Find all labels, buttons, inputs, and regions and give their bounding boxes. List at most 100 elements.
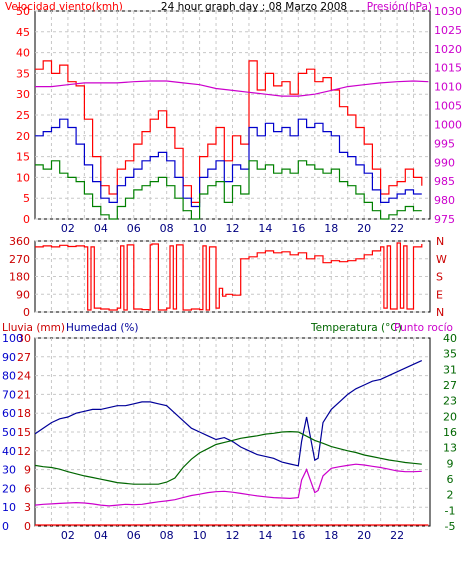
humidity-tick: 90 — [2, 351, 16, 364]
temp-humidity-series — [34, 360, 429, 526]
rain-axis-label: Lluvia (mm) — [2, 322, 65, 334]
humidity-tick: 60 — [2, 407, 16, 420]
temperature-tick: 13 — [443, 442, 457, 455]
direction-tick: 0 — [23, 306, 30, 319]
wind-speed-tick: 20 — [16, 130, 30, 143]
wind-average-line — [35, 118, 422, 208]
x-tick-label: 14 — [258, 222, 272, 235]
x-tick-label: 12 — [226, 222, 240, 235]
compass-label: N — [436, 235, 444, 248]
pressure-tick: 1000 — [434, 118, 462, 131]
pressure-tick: 1015 — [434, 62, 462, 75]
x-tick-label: 22 — [390, 222, 404, 235]
temperature-axis-label: Temperatura (°C) — [310, 322, 402, 334]
x-tick-label: 12 — [226, 529, 240, 542]
compass-label: S — [436, 271, 443, 284]
temperature-tick: 6 — [447, 473, 454, 486]
wind-speed-tick: 0 — [23, 213, 30, 226]
temperature-tick: -1 — [445, 504, 456, 517]
humidity-tick: 100 — [2, 332, 23, 345]
temperature-line — [34, 430, 422, 485]
pressure-line — [35, 80, 429, 97]
x-tick-label: 02 — [61, 222, 75, 235]
x-tick-label: 08 — [160, 222, 174, 235]
rain-tick: 21 — [17, 388, 31, 401]
temperature-tick: 16 — [443, 426, 457, 439]
pressure-tick: 985 — [434, 175, 455, 188]
humidity-tick: 30 — [2, 464, 16, 477]
wind-speed-tick: 15 — [16, 151, 30, 164]
temperature-tick: 2 — [447, 489, 454, 502]
compass-label: W — [436, 253, 447, 266]
x-tick-label: 10 — [193, 529, 207, 542]
wind-direction-series — [35, 242, 423, 311]
rain-tick: 24 — [17, 370, 31, 383]
x-tick-label: 04 — [94, 222, 108, 235]
direction-tick: 360 — [9, 235, 30, 248]
pressure-tick: 1030 — [434, 5, 462, 18]
humidity-line — [34, 360, 423, 467]
x-tick-label: 10 — [193, 222, 207, 235]
wind-speed-ticks: 0 5 10 15 20 25 30 35 40 45 50 — [16, 5, 30, 226]
pressure-tick: 995 — [434, 137, 455, 150]
x-tick-label: 14 — [258, 529, 272, 542]
wind-speed-axis-label: Velocidad viento(kmh) — [5, 1, 123, 13]
wind-gust-line — [35, 60, 423, 203]
temperature-tick: 27 — [443, 379, 457, 392]
humidity-axis-label: Humedad (%) — [66, 322, 139, 334]
direction-tick: 90 — [16, 288, 30, 301]
x-tick-label: 22 — [390, 529, 404, 542]
temperature-tick: 23 — [443, 395, 457, 408]
temp-hour-ticks: 02 04 06 08 10 12 14 16 18 20 22 — [61, 529, 404, 542]
dew-point-axis-label: Punto rocío — [394, 322, 453, 334]
rain-tick: 27 — [17, 351, 31, 364]
pressure-tick: 975 — [434, 213, 455, 226]
temp-humidity-plot-area — [34, 337, 431, 527]
humidity-tick: 40 — [2, 445, 16, 458]
x-tick-label: 08 — [160, 529, 174, 542]
wind-direction-plot-area — [34, 240, 431, 313]
temperature-tick: 31 — [443, 363, 457, 376]
humidity-tick: 80 — [2, 370, 16, 383]
temperature-ticks: -5 -1 2 6 9 13 16 20 23 27 31 35 40 — [443, 332, 457, 533]
compass-label: N — [436, 306, 444, 319]
x-tick-label: 06 — [127, 222, 141, 235]
humidity-tick: 70 — [2, 388, 16, 401]
wind-speed-tick: 5 — [23, 192, 30, 205]
temperature-tick: 9 — [447, 457, 454, 470]
wind-speed-tick: 25 — [16, 109, 30, 122]
chart-title: 24 hour graph day : 08 Marzo 2008 — [161, 1, 347, 13]
wind-direction-line — [35, 242, 423, 311]
temp-humidity-gridlines — [35, 337, 430, 527]
x-tick-label: 20 — [357, 222, 371, 235]
x-tick-label: 04 — [94, 529, 108, 542]
wind-speed-tick: 45 — [16, 26, 30, 39]
pressure-tick: 1020 — [434, 43, 462, 56]
temperature-tick: 40 — [443, 332, 457, 345]
wind-speed-tick: 50 — [16, 5, 30, 18]
pressure-tick: 990 — [434, 156, 455, 169]
pressure-tick: 1025 — [434, 24, 462, 37]
temperature-tick: 35 — [443, 348, 457, 361]
pressure-tick: 1005 — [434, 100, 462, 113]
rain-tick: 9 — [24, 464, 31, 477]
rain-tick: 0 — [24, 520, 31, 533]
rain-tick: 30 — [17, 332, 31, 345]
rain-tick: 3 — [24, 501, 31, 514]
humidity-tick: 10 — [2, 501, 16, 514]
x-tick-label: 18 — [324, 222, 338, 235]
x-tick-label: 18 — [324, 529, 338, 542]
x-tick-label: 06 — [127, 529, 141, 542]
rain-ticks: 0 3 6 9 12 15 18 21 24 27 30 — [17, 332, 31, 533]
wind-minimum-line — [35, 160, 422, 220]
wind-hour-ticks: 02 04 06 08 10 12 14 16 18 20 22 — [61, 222, 404, 235]
direction-tick: 270 — [9, 253, 30, 266]
x-tick-label: 20 — [357, 529, 371, 542]
direction-tick: 180 — [9, 271, 30, 284]
wind-speed-tick: 40 — [16, 47, 30, 60]
x-tick-label: 16 — [291, 529, 305, 542]
wind-speed-tick: 30 — [16, 88, 30, 101]
